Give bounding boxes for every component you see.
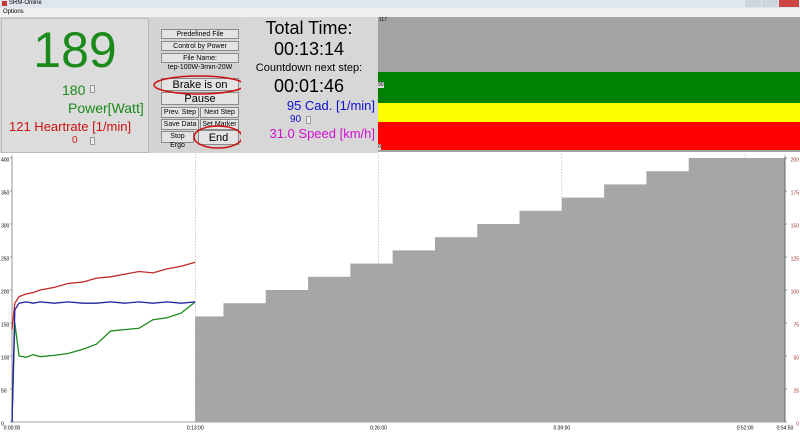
button[interactable]: Control by Power: [161, 41, 239, 51]
button[interactable]: Predefined File: [161, 29, 239, 39]
minimize-button[interactable]: [745, 0, 761, 7]
zone-red: [378, 122, 800, 150]
y-tick-label: 100: [1, 355, 10, 361]
profile-step: [195, 316, 224, 422]
zone-label: 117: [379, 17, 387, 23]
y2-tick-label: 50: [793, 355, 799, 361]
button[interactable]: Pause: [161, 92, 239, 105]
close-button[interactable]: [779, 0, 799, 7]
profile-step: [434, 237, 478, 422]
series-line: [11, 261, 196, 330]
y-tick-label: 400: [1, 157, 10, 163]
button[interactable]: File Name:: [161, 53, 239, 63]
profile-step: [477, 224, 521, 422]
maximize-button[interactable]: [762, 0, 778, 7]
y2-tick-label: 75: [793, 322, 799, 328]
profile-step: [646, 171, 690, 422]
series-line: [11, 301, 196, 423]
y2-tick-label: 175: [791, 190, 800, 196]
cadence-target: 90: [290, 114, 302, 125]
display-panel: 189 180 Power[Watt] 121 Heartrate [1/min…: [1, 18, 149, 153]
y-tick-label: 0: [1, 421, 4, 427]
x-tick-label: 0:26:00: [370, 425, 387, 431]
y-tick-label: 50: [1, 388, 7, 394]
countdown-label: Countdown next step:: [255, 62, 363, 74]
y-tick-label: 350: [1, 190, 10, 196]
button[interactable]: Save Data: [161, 119, 199, 130]
y2-tick-label: 200: [791, 157, 800, 163]
menu-bar: Options: [0, 8, 800, 17]
timer-panel: Total Time: 00:13:14 Countdown next step…: [241, 17, 377, 152]
series-line: [11, 301, 196, 423]
button[interactable]: Next Step: [200, 107, 239, 118]
zone-panel: 117 90 0: [378, 17, 800, 152]
x-tick-label: 0:52:00: [737, 425, 754, 431]
x-tick-label: 0:00:00: [4, 425, 21, 431]
profile-step: [604, 184, 647, 422]
profile-step: [223, 303, 267, 422]
total-time: 00:13:14: [273, 39, 345, 59]
title-bar: SRM-Online: [0, 0, 800, 8]
zone-label: 0: [378, 144, 381, 150]
x-tick-label: 0:54:50: [777, 425, 794, 431]
zone-yellow: [378, 103, 800, 122]
power-value: 189: [33, 22, 117, 78]
spinner[interactable]: [90, 137, 95, 145]
cadence: 95 Cad. [1/min]: [286, 98, 375, 113]
zone-green: [378, 72, 800, 103]
y2-tick-label: 150: [791, 223, 800, 229]
y2-tick-label: 125: [791, 256, 800, 262]
power-target: 180: [62, 82, 86, 98]
speed: 31.0 Speed [km/h]: [269, 126, 375, 141]
spinner[interactable]: [306, 116, 311, 124]
app-icon: [2, 1, 7, 6]
button[interactable]: Set Marker: [200, 119, 239, 130]
x-tick-label: 0:39:00: [553, 425, 570, 431]
profile-step: [519, 210, 563, 422]
y-tick-label: 150: [1, 322, 10, 328]
profile-step: [688, 158, 786, 422]
profile-step: [265, 290, 309, 422]
button[interactable]: Prev. Step: [161, 107, 199, 118]
profile-step: [308, 276, 351, 422]
profile-step: [392, 250, 436, 422]
button[interactable]: Brake is on: [161, 78, 239, 91]
heartrate: 121 Heartrate [1/min]: [9, 119, 132, 134]
y-tick-label: 200: [1, 289, 10, 295]
profile-step: [561, 197, 605, 422]
file-name: tep-100W-3min-20W: [167, 64, 233, 71]
y2-tick-label: 100: [791, 289, 800, 295]
button[interactable]: End: [198, 130, 239, 145]
menu-item[interactable]: Options: [3, 9, 24, 15]
window-title: SRM-Online: [9, 0, 42, 6]
spinner[interactable]: [90, 85, 95, 93]
y-tick-label: 250: [1, 256, 10, 262]
y2-tick-label: 0: [796, 421, 799, 427]
zone-label: 90: [378, 82, 384, 88]
y2-tick-label: 25: [793, 388, 799, 394]
total-label: Total Time:: [265, 18, 353, 38]
profile-step: [350, 263, 394, 422]
countdown: 00:01:46: [273, 76, 345, 96]
heartrate-limit: 0: [72, 135, 78, 146]
x-tick-label: 0:13:00: [187, 425, 204, 431]
y-tick-label: 300: [1, 223, 10, 229]
power-label: Power[Watt]: [68, 100, 144, 116]
